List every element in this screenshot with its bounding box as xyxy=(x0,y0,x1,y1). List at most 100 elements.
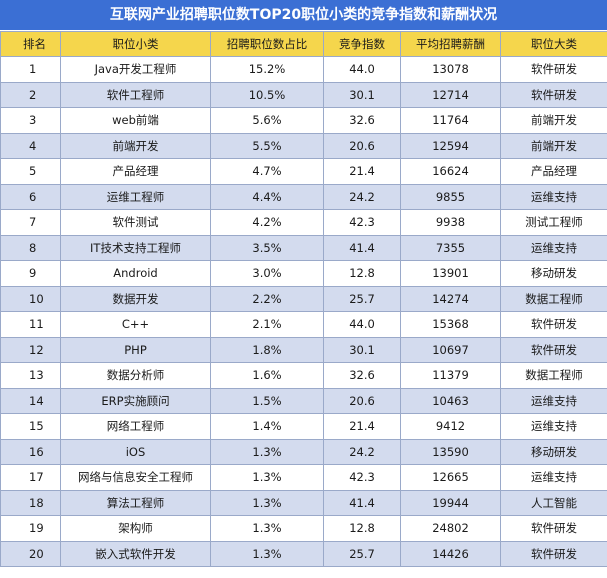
competition-cell: 12.8 xyxy=(323,515,401,542)
table-row: 8 IT技术支持工程师 3.5% 41.4 7355 运维支持 xyxy=(0,234,607,261)
rank-cell: 7 xyxy=(0,209,61,236)
rank-cell: 15 xyxy=(0,413,61,440)
salary-cell: 19944 xyxy=(400,489,501,516)
salary-cell: 9938 xyxy=(400,209,501,236)
category-cell: 运维支持 xyxy=(500,413,607,440)
category-cell: 软件研发 xyxy=(500,515,607,542)
rank-cell: 14 xyxy=(0,387,61,414)
column-header-category: 职位大类 xyxy=(500,31,607,57)
category-cell: 软件研发 xyxy=(500,56,607,83)
table-row: 5 产品经理 4.7% 21.4 16624 产品经理 xyxy=(0,158,607,185)
share-cell: 1.3% xyxy=(210,489,324,516)
share-cell: 1.3% xyxy=(210,540,324,567)
subcategory-cell: 算法工程师 xyxy=(60,489,211,516)
subcategory-cell: 产品经理 xyxy=(60,158,211,185)
subcategory-cell: 架构师 xyxy=(60,515,211,542)
competition-cell: 42.3 xyxy=(323,209,401,236)
table-row: 15 网络工程师 1.4% 21.4 9412 运维支持 xyxy=(0,413,607,440)
subcategory-cell: Android xyxy=(60,260,211,287)
competition-cell: 44.0 xyxy=(323,311,401,338)
salary-cell: 9412 xyxy=(400,413,501,440)
subcategory-cell: 软件工程师 xyxy=(60,81,211,108)
rank-cell: 8 xyxy=(0,234,61,261)
subcategory-cell: 嵌入式软件开发 xyxy=(60,540,211,567)
share-cell: 2.1% xyxy=(210,311,324,338)
competition-cell: 24.2 xyxy=(323,183,401,210)
category-cell: 运维支持 xyxy=(500,387,607,414)
table-row: 7 软件测试 4.2% 42.3 9938 测试工程师 xyxy=(0,209,607,236)
share-cell: 4.4% xyxy=(210,183,324,210)
category-cell: 软件研发 xyxy=(500,336,607,363)
category-cell: 数据工程师 xyxy=(500,362,607,389)
share-cell: 1.5% xyxy=(210,387,324,414)
table-row: 17 网络与信息安全工程师 1.3% 42.3 12665 运维支持 xyxy=(0,464,607,491)
table-row: 3 web前端 5.6% 32.6 11764 前端开发 xyxy=(0,107,607,134)
data-table: 排名 职位小类 招聘职位数占比 竞争指数 平均招聘薪酬 职位大类 1 Java开发… xyxy=(0,31,607,567)
competition-cell: 42.3 xyxy=(323,464,401,491)
category-cell: 测试工程师 xyxy=(500,209,607,236)
competition-cell: 21.4 xyxy=(323,158,401,185)
salary-cell: 9855 xyxy=(400,183,501,210)
table-title: 互联网产业招聘职位数TOP20职位小类的竞争指数和薪酬状况 xyxy=(0,0,607,30)
table-row: 10 数据开发 2.2% 25.7 14274 数据工程师 xyxy=(0,285,607,312)
category-cell: 运维支持 xyxy=(500,183,607,210)
competition-cell: 32.6 xyxy=(323,107,401,134)
subcategory-cell: 运维工程师 xyxy=(60,183,211,210)
salary-cell: 11379 xyxy=(400,362,501,389)
salary-cell: 16624 xyxy=(400,158,501,185)
rank-cell: 3 xyxy=(0,107,61,134)
table-row: 9 Android 3.0% 12.8 13901 移动研发 xyxy=(0,260,607,287)
column-header-salary: 平均招聘薪酬 xyxy=(400,31,501,57)
category-cell: 软件研发 xyxy=(500,540,607,567)
table-row: 14 ERP实施顾问 1.5% 20.6 10463 运维支持 xyxy=(0,387,607,414)
subcategory-cell: iOS xyxy=(60,438,211,465)
category-cell: 产品经理 xyxy=(500,158,607,185)
share-cell: 15.2% xyxy=(210,56,324,83)
competition-cell: 30.1 xyxy=(323,81,401,108)
salary-cell: 14426 xyxy=(400,540,501,567)
table-row: 19 架构师 1.3% 12.8 24802 软件研发 xyxy=(0,515,607,542)
category-cell: 运维支持 xyxy=(500,464,607,491)
category-cell: 运维支持 xyxy=(500,234,607,261)
category-cell: 数据工程师 xyxy=(500,285,607,312)
share-cell: 1.4% xyxy=(210,413,324,440)
salary-cell: 10463 xyxy=(400,387,501,414)
rank-cell: 18 xyxy=(0,489,61,516)
competition-cell: 44.0 xyxy=(323,56,401,83)
subcategory-cell: 数据开发 xyxy=(60,285,211,312)
share-cell: 1.6% xyxy=(210,362,324,389)
table-row: 11 C++ 2.1% 44.0 15368 软件研发 xyxy=(0,311,607,338)
salary-cell: 13078 xyxy=(400,56,501,83)
salary-cell: 24802 xyxy=(400,515,501,542)
category-cell: 前端开发 xyxy=(500,107,607,134)
column-header-competition: 竞争指数 xyxy=(323,31,401,57)
header-row: 排名 职位小类 招聘职位数占比 竞争指数 平均招聘薪酬 职位大类 xyxy=(0,31,607,57)
rank-cell: 20 xyxy=(0,540,61,567)
salary-cell: 10697 xyxy=(400,336,501,363)
rank-cell: 2 xyxy=(0,81,61,108)
subcategory-cell: 前端开发 xyxy=(60,132,211,159)
subcategory-cell: PHP xyxy=(60,336,211,363)
rank-cell: 16 xyxy=(0,438,61,465)
rank-cell: 6 xyxy=(0,183,61,210)
rank-cell: 11 xyxy=(0,311,61,338)
salary-cell: 13590 xyxy=(400,438,501,465)
subcategory-cell: 软件测试 xyxy=(60,209,211,236)
subcategory-cell: 网络工程师 xyxy=(60,413,211,440)
table-row: 13 数据分析师 1.6% 32.6 11379 数据工程师 xyxy=(0,362,607,389)
share-cell: 4.7% xyxy=(210,158,324,185)
rank-cell: 5 xyxy=(0,158,61,185)
share-cell: 5.5% xyxy=(210,132,324,159)
category-cell: 移动研发 xyxy=(500,260,607,287)
rank-cell: 1 xyxy=(0,56,61,83)
rank-cell: 17 xyxy=(0,464,61,491)
table-row: 6 运维工程师 4.4% 24.2 9855 运维支持 xyxy=(0,183,607,210)
subcategory-cell: IT技术支持工程师 xyxy=(60,234,211,261)
rank-cell: 10 xyxy=(0,285,61,312)
subcategory-cell: web前端 xyxy=(60,107,211,134)
share-cell: 5.6% xyxy=(210,107,324,134)
column-header-rank: 排名 xyxy=(0,31,61,57)
share-cell: 1.3% xyxy=(210,438,324,465)
competition-cell: 32.6 xyxy=(323,362,401,389)
